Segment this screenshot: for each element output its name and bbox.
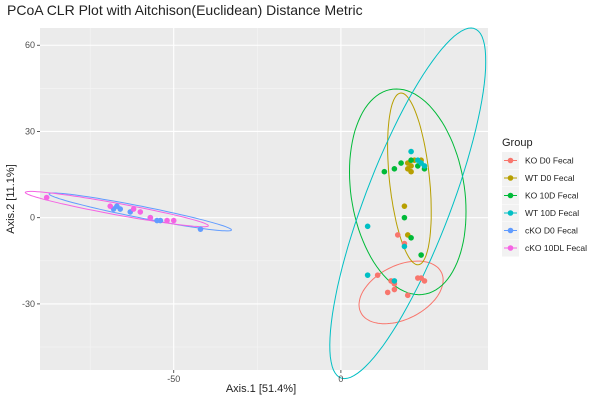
- legend-label: WT 10D Fecal: [525, 208, 579, 218]
- major-gridlines: [40, 28, 488, 370]
- data-point: [137, 209, 144, 215]
- data-point: [394, 232, 401, 238]
- legend-key: [502, 152, 519, 169]
- data-point: [401, 203, 408, 209]
- ellipse-4: [48, 192, 232, 232]
- data-point: [170, 217, 177, 224]
- data-point: [364, 272, 371, 278]
- data-point: [391, 286, 398, 293]
- legend-title: Group: [502, 137, 533, 149]
- x-tick-label: 0: [338, 374, 343, 384]
- data-point: [398, 160, 404, 166]
- data-point: [364, 223, 371, 230]
- data-point: [164, 217, 170, 224]
- plot-panel: [40, 28, 488, 370]
- data-point: [418, 252, 424, 258]
- y-tick-label: 0: [30, 213, 35, 223]
- y-tick-label: 30: [25, 126, 35, 136]
- legend-label: KO D0 Fecal: [525, 156, 574, 166]
- x-tick-label: -50: [167, 374, 180, 384]
- data-point: [130, 206, 137, 212]
- legend-key-point: [507, 210, 514, 216]
- legend-items: KO D0 Fecal WT D0 Fecal KO 10D Fecal WT 10D…: [502, 152, 587, 257]
- legend-key: [502, 204, 519, 222]
- y-tick-label: 60: [25, 40, 35, 50]
- data-point: [374, 272, 381, 278]
- legend: Group KO D0 Fecal WT D0 Fecal KO 10D Fecal…: [502, 137, 587, 257]
- ellipse-1: [387, 92, 432, 266]
- y-axis-title: Axis.2 [11.1%]: [5, 164, 17, 234]
- data-point: [384, 289, 391, 296]
- data-point: [391, 166, 398, 172]
- legend-key: [502, 239, 519, 257]
- y-axis-ticks: -30 0 30 60: [22, 40, 40, 309]
- data-point: [147, 214, 154, 221]
- data-point: [401, 243, 408, 250]
- legend-key-point: [507, 192, 514, 199]
- data-point: [117, 206, 124, 212]
- legend-label: KO 10D Fecal: [525, 191, 578, 201]
- data-point: [421, 278, 428, 284]
- data-point: [107, 203, 114, 209]
- data-point: [401, 214, 408, 221]
- legend-label: cKO 10DL Fecal: [525, 243, 587, 253]
- data-point: [43, 194, 50, 201]
- data-point: [381, 168, 388, 175]
- legend-key-point: [507, 245, 514, 251]
- legend-key-point: [507, 157, 514, 164]
- legend-label: cKO D0 Fecal: [525, 226, 578, 236]
- legend-key: [502, 169, 519, 187]
- data-point: [408, 234, 414, 241]
- data-point: [408, 148, 414, 155]
- minor-gridlines: [40, 28, 488, 370]
- legend-key-point: [507, 227, 514, 234]
- legend-key-point: [507, 175, 514, 181]
- legend-key: [502, 187, 519, 204]
- x-axis-ticks: -50 0: [167, 370, 343, 384]
- ellipse-0: [358, 260, 444, 325]
- data-point: [421, 163, 428, 169]
- x-axis-title: Axis.1 [51.4%]: [226, 383, 296, 395]
- data-point: [408, 168, 414, 175]
- data-point: [197, 226, 204, 232]
- ellipse-2: [348, 88, 467, 296]
- data-point: [391, 278, 398, 284]
- ellipse-3: [329, 27, 487, 380]
- data-point: [408, 157, 414, 164]
- chart-title: PCoA CLR Plot with Aitchison(Euclidean) …: [7, 2, 363, 18]
- data-point: [404, 292, 411, 299]
- data-point: [157, 217, 164, 224]
- legend-key: [502, 222, 519, 239]
- legend-label: WT D0 Fecal: [525, 173, 575, 183]
- y-tick-label: -30: [22, 299, 35, 309]
- data-points: [43, 148, 428, 299]
